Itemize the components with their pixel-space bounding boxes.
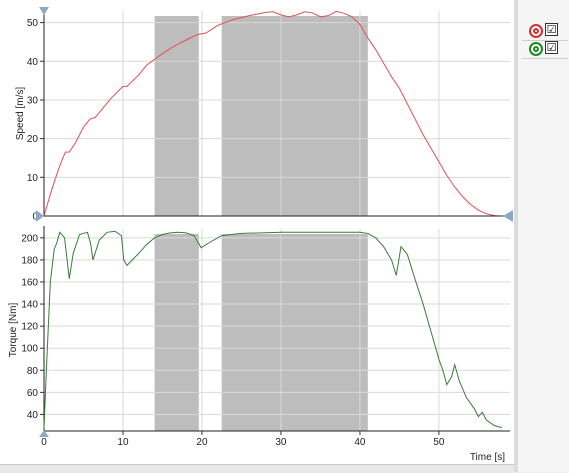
x-tick-label: 0: [41, 437, 47, 448]
x-axis-group: 0 10 20 30 40 50 Time [s]: [41, 215, 510, 463]
axis-handle-icon[interactable]: [36, 210, 44, 222]
speed-shaded-region-1: [221, 16, 368, 216]
checkbox-icon[interactable]: ☑: [545, 23, 558, 36]
checkbox-icon[interactable]: ☑: [545, 41, 558, 54]
x-tick-label: 30: [275, 437, 287, 448]
torque-y-tick-label: 180: [21, 255, 38, 266]
status-bar: [0, 464, 514, 473]
chart-panel: 0 10 20 30 40 50 Speed [m/s] 40 60 80 100 120 140 160…: [0, 0, 514, 464]
torque-y-axis-label: Torque [Nm]: [8, 303, 19, 358]
speed-y-tick-label: 20: [27, 134, 39, 145]
torque-y-tick-label: 100: [21, 344, 38, 355]
torque-y-tick-label: 80: [27, 366, 39, 377]
x-tick-label: 20: [196, 437, 208, 448]
torque-shaded-region-0: [154, 234, 199, 431]
x-tick-label: 40: [354, 437, 366, 448]
speed-series-line[interactable]: [43, 10, 503, 217]
panel-splitter[interactable]: [514, 0, 518, 472]
axis-handle-icon[interactable]: [503, 210, 513, 222]
marker-circle-icon: [529, 24, 543, 38]
marker-circle-icon: [529, 42, 543, 56]
speed-y-tick-label: 0: [32, 212, 38, 223]
torque-y-tick-label: 200: [21, 233, 38, 244]
torque-y-tick-label: 40: [27, 410, 39, 421]
torque-y-tick-label: 120: [21, 322, 38, 333]
torque-y-tick-label: 160: [21, 277, 38, 288]
speed-y-tick-label: 30: [27, 95, 39, 106]
speed-y-axis-label: Speed [m/s]: [15, 87, 26, 141]
speed-y-tick-label: 10: [27, 173, 39, 184]
axis-handle-icon[interactable]: [39, 7, 49, 15]
x-axis-label: Time [s]: [470, 452, 505, 463]
x-tick-label: 50: [433, 437, 445, 448]
torque-shaded-region-1: [221, 234, 368, 431]
legend-panel: ☑ ☑: [518, 0, 569, 472]
torque-series-line[interactable]: [43, 230, 503, 429]
torque-y-tick-label: 60: [27, 388, 39, 399]
torque-y-tick-label: 140: [21, 300, 38, 311]
axis-handle-icon[interactable]: [39, 430, 49, 437]
legend-item-speed[interactable]: ☑: [522, 22, 568, 41]
legend-item-torque[interactable]: ☑: [522, 40, 568, 59]
speed-plot: 0 10 20 30 40 50 Speed [m/s]: [15, 8, 510, 223]
torque-plot: 40 60 80 100 120 140 160 180 200 Torque [Nm]: [8, 226, 510, 431]
speed-y-tick-label: 50: [27, 18, 39, 29]
speed-shaded-region-0: [154, 16, 199, 216]
x-tick-label: 10: [117, 437, 129, 448]
speed-y-tick-label: 40: [27, 57, 39, 68]
